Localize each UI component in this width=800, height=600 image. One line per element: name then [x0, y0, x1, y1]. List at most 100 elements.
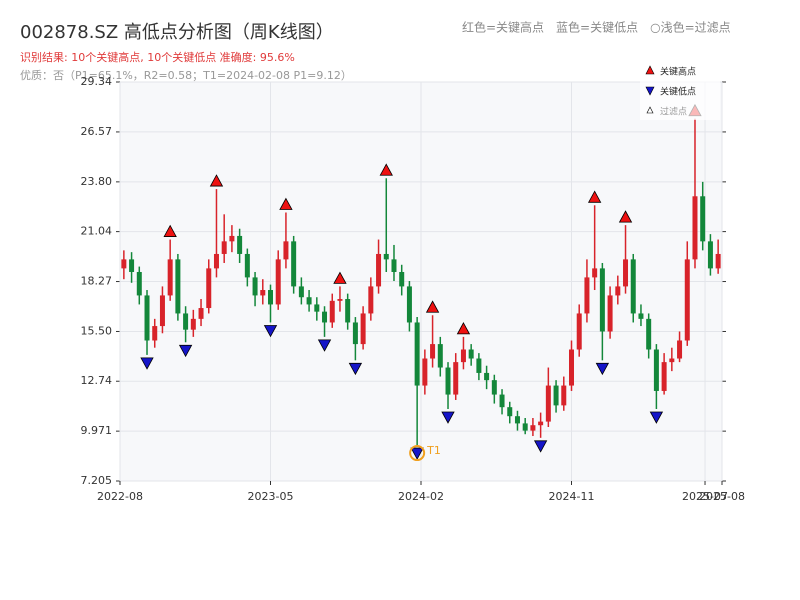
y-tick-label: 23.80 — [81, 175, 113, 188]
candle-body — [553, 385, 559, 406]
key-low-marker — [533, 440, 548, 453]
candle-body — [275, 259, 281, 305]
candle-body — [229, 235, 235, 242]
candle-body — [584, 277, 590, 314]
key-low-marker — [317, 339, 332, 352]
x-tick-label: 2025-08 — [699, 490, 745, 503]
candle-body — [707, 241, 713, 269]
candle-body — [453, 362, 459, 395]
y-tick-label: 12.74 — [81, 374, 113, 387]
candle-body — [322, 311, 328, 323]
candle-body — [576, 313, 582, 350]
candle-body — [630, 259, 636, 314]
key-high-marker — [618, 210, 633, 223]
candle-body — [669, 358, 675, 363]
candle-body — [437, 344, 443, 368]
key-low-marker — [348, 362, 363, 376]
key-high-marker — [425, 300, 440, 313]
key-high-marker — [379, 163, 393, 176]
candle-body — [530, 425, 536, 431]
candle-body — [213, 253, 219, 269]
key-high-marker — [456, 322, 471, 335]
candle-body — [561, 385, 567, 406]
candle-body — [700, 196, 706, 242]
grid: 7.205 9.971 12.74 15.50 18.27 21.04 23.80 26.57… — [81, 75, 745, 503]
candle-body — [221, 241, 227, 254]
candle-body — [190, 318, 196, 330]
candle-body — [368, 286, 374, 314]
y-tick-label: 26.57 — [81, 125, 113, 138]
x-tick-label: 2024-11 — [549, 490, 595, 503]
x-tick-label: 2024-02 — [398, 490, 444, 503]
y-tick-label: 21.04 — [81, 225, 113, 238]
x-tick-label: 2025-07 — [682, 490, 728, 503]
key-high-marker — [163, 224, 177, 237]
legend-label: 关键低点 — [660, 86, 696, 98]
candle-body — [514, 416, 520, 424]
candle-body — [646, 318, 652, 350]
key-low-marker — [140, 357, 154, 370]
marks: T1 — [121, 103, 721, 462]
candle-body — [345, 299, 351, 323]
candle-body — [283, 241, 289, 260]
annotation-label: T1 — [426, 444, 441, 457]
key-low-marker — [649, 411, 664, 424]
candle-body — [136, 271, 142, 296]
y-tick-label: 29.34 — [81, 75, 113, 88]
y-tick-label: 18.27 — [81, 275, 113, 288]
legend-symbol — [645, 65, 655, 75]
candle-body — [237, 235, 243, 254]
key-high-marker — [209, 174, 224, 187]
key-low-marker — [263, 325, 278, 338]
candle-body — [198, 308, 204, 319]
candle-body — [152, 326, 158, 341]
chart-note: 优质：否（P1=65.1%，R2=0.58；T1=2024-02-08 P1=9… — [20, 69, 352, 82]
candle-body — [329, 300, 335, 323]
candle-body — [406, 286, 412, 323]
candle-body — [422, 358, 428, 386]
candle-body — [715, 253, 721, 269]
x-tick-label: 2022-08 — [97, 490, 143, 503]
candle-body — [129, 259, 135, 272]
candle-body — [592, 268, 598, 278]
candle-body — [522, 423, 528, 431]
candle-body — [623, 259, 629, 287]
candle-body — [499, 394, 505, 408]
candle-body — [376, 253, 382, 287]
candle-body — [414, 322, 420, 386]
candle-body — [545, 385, 551, 422]
key-low-marker — [441, 411, 455, 424]
key-low-marker — [410, 447, 424, 460]
candle-body — [144, 295, 150, 341]
candle-body — [244, 253, 250, 278]
candle-body — [175, 259, 181, 314]
legend-label: 过滤点 — [660, 106, 687, 118]
annotation-circle — [409, 445, 426, 462]
candle-body — [638, 313, 644, 319]
candle-body — [653, 349, 659, 391]
candle-body — [491, 380, 497, 395]
candle-body — [538, 421, 544, 426]
key-low-marker — [178, 344, 193, 358]
candle-body — [684, 259, 690, 341]
candle-body — [206, 268, 212, 309]
key-low-marker — [595, 362, 610, 376]
candle-body — [507, 407, 513, 417]
candle-body — [468, 349, 474, 359]
legend-box — [640, 62, 720, 120]
candle-body — [661, 362, 667, 391]
candle-body — [268, 290, 273, 305]
legend-label: 关键高点 — [660, 66, 696, 78]
candle-body — [460, 349, 466, 363]
key-high-marker — [333, 271, 347, 284]
candle-body — [183, 313, 189, 330]
candle-body — [399, 271, 405, 287]
candle-body — [260, 290, 266, 296]
y-tick-label: 9.971 — [81, 424, 113, 437]
candle-body — [291, 241, 297, 287]
candle-body — [430, 344, 436, 359]
chart-subtitle: 识别结果: 10个关键高点, 10个关键低点 准确度: 95.6% — [20, 50, 295, 64]
chart-title: 002878.SZ 高低点分析图（周K线图） — [20, 22, 334, 43]
